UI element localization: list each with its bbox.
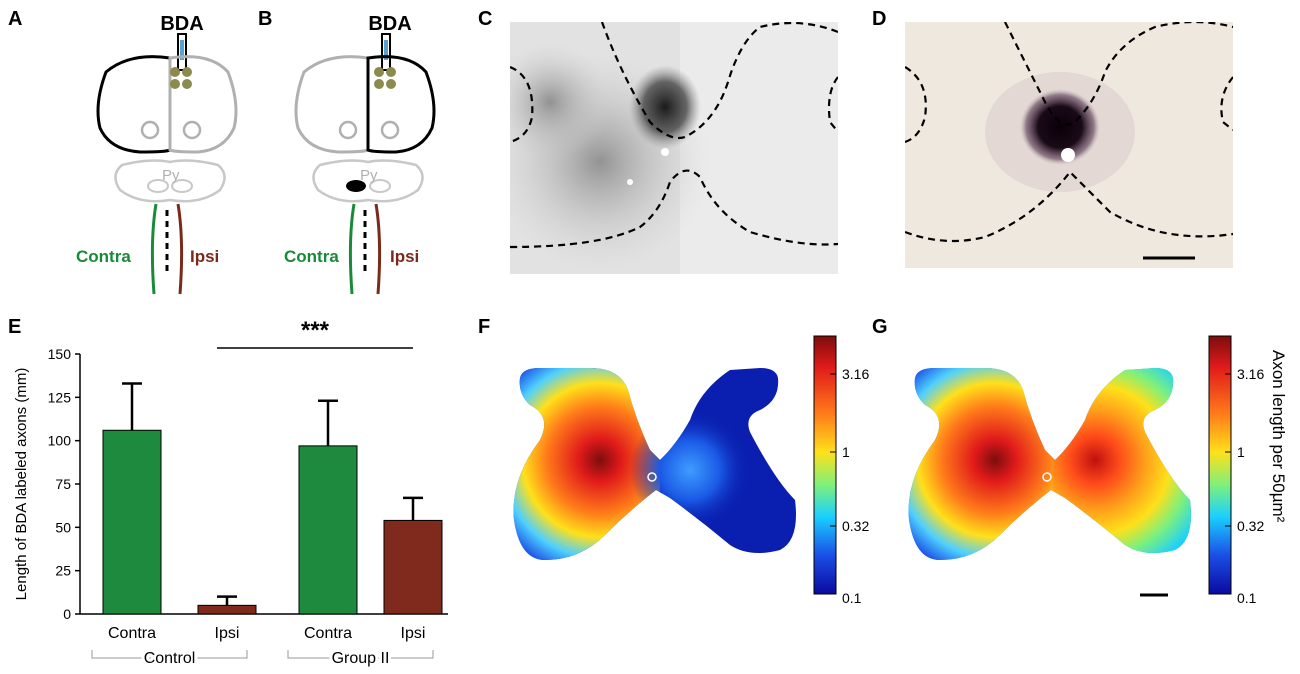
category-label: Contra bbox=[304, 625, 352, 642]
colorbar-tick-label: 0.32 bbox=[1237, 518, 1264, 534]
colorbar-f: 3.16 1 0.32 0.1 bbox=[813, 335, 869, 606]
bar bbox=[383, 519, 443, 615]
y-tick-label: 125 bbox=[48, 389, 72, 405]
micrograph-d bbox=[905, 22, 1233, 268]
injection-dot bbox=[182, 67, 192, 77]
contra-tract bbox=[348, 203, 356, 295]
group-bracket bbox=[287, 650, 434, 659]
panel-label-c: C bbox=[478, 8, 493, 30]
brain-schematic-a: BDA Py Contra Ipsi bbox=[76, 13, 238, 295]
colorbar-g: 3.16 1 0.32 0.1 Axon length per 50µm² bbox=[1208, 335, 1288, 606]
contra-label: Contra bbox=[284, 247, 339, 266]
heatmap-f bbox=[513, 368, 796, 560]
contra-tract bbox=[150, 203, 158, 295]
colorbar-tick-label: 0.1 bbox=[1237, 590, 1257, 606]
right-hemisphere bbox=[168, 55, 238, 154]
pyramid-label: Py bbox=[360, 167, 378, 184]
colorbar-tick-label: 1 bbox=[1237, 444, 1245, 460]
y-tick-label: 50 bbox=[55, 519, 71, 535]
panel-label-b: B bbox=[258, 8, 273, 30]
injection-dot bbox=[170, 79, 180, 89]
ipsi-label: Ipsi bbox=[190, 247, 219, 266]
tracer-label: BDA bbox=[160, 13, 203, 35]
y-axis-label: Length of BDA labeled axons (mm) bbox=[13, 368, 30, 601]
y-tick-label: 150 bbox=[48, 346, 72, 362]
lesion-mark bbox=[346, 180, 366, 192]
pyramid-label: Py bbox=[162, 167, 180, 184]
ipsi-label: Ipsi bbox=[390, 247, 419, 266]
panel-label-e: E bbox=[8, 316, 22, 338]
brain-schematic-b: BDA Py Contra Ipsi bbox=[284, 13, 436, 295]
significance-stars: *** bbox=[301, 317, 330, 344]
colorbar-tick-label: 0.32 bbox=[842, 518, 869, 534]
ipsi-tract bbox=[176, 203, 184, 295]
bar bbox=[102, 429, 162, 615]
category-label: Contra bbox=[108, 625, 156, 642]
injection-dot bbox=[182, 79, 192, 89]
colorbar-tick-label: 3.16 bbox=[842, 366, 869, 382]
group-label: Group II bbox=[332, 650, 390, 667]
y-tick-label: 100 bbox=[48, 433, 72, 449]
left-hemisphere bbox=[294, 55, 370, 154]
bar bbox=[197, 604, 257, 615]
colorbar-label: Axon length per 50µm² bbox=[1269, 350, 1288, 523]
right-hemisphere bbox=[366, 55, 436, 154]
group-label: Control bbox=[144, 650, 196, 667]
y-tick-label: 0 bbox=[63, 606, 71, 622]
panel-label-d: D bbox=[872, 8, 887, 30]
heatmap-g bbox=[908, 368, 1191, 597]
colorbar-tick-label: 1 bbox=[842, 444, 850, 460]
y-tick-label: 75 bbox=[55, 476, 71, 492]
panel-label-a: A bbox=[8, 8, 23, 30]
pipette-fill bbox=[180, 40, 184, 60]
tracer-label: BDA bbox=[368, 13, 411, 35]
panel-label-f: F bbox=[478, 316, 491, 338]
colorbar-tick-label: 3.16 bbox=[1237, 366, 1264, 382]
bar bbox=[298, 445, 358, 615]
bar-chart-e: 0 25 50 75 100 125 150 Length of BDA labeled ax… bbox=[13, 317, 448, 670]
y-tick-label: 25 bbox=[55, 563, 71, 579]
category-label: Ipsi bbox=[401, 625, 426, 642]
category-label: Ipsi bbox=[215, 625, 240, 642]
contra-label: Contra bbox=[76, 247, 131, 266]
micrograph-c bbox=[510, 22, 838, 274]
ipsi-tract bbox=[374, 203, 382, 295]
left-hemisphere bbox=[96, 55, 172, 154]
injection-dot bbox=[170, 67, 180, 77]
panel-label-g: G bbox=[872, 316, 888, 338]
colorbar-tick-label: 0.1 bbox=[842, 590, 862, 606]
group-bracket bbox=[91, 650, 248, 659]
